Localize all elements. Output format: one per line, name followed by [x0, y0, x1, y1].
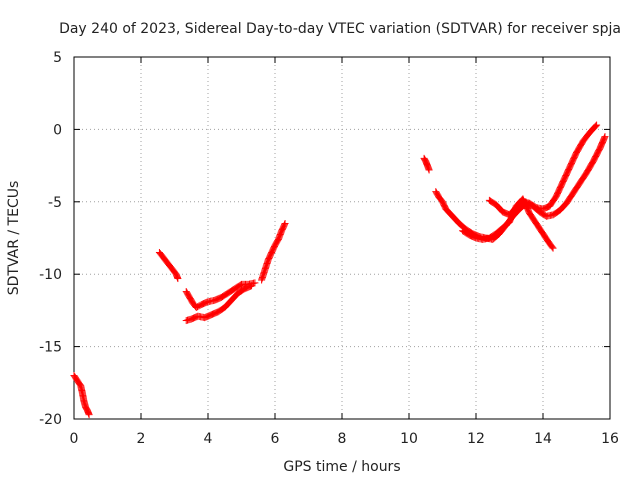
chart-title: Day 240 of 2023, Sidereal Day-to-day VTE…: [59, 21, 621, 37]
grid: [74, 57, 610, 419]
y-tick-label: -20: [39, 412, 62, 428]
data-point: [548, 243, 556, 251]
y-tick-label: 0: [53, 122, 62, 138]
data-point: [592, 122, 600, 130]
y-tick-label: 5: [53, 50, 62, 66]
data-point: [549, 244, 557, 252]
data-point: [280, 221, 288, 229]
data-point: [251, 279, 259, 287]
x-axis-label: GPS time / hours: [283, 459, 400, 475]
x-tick-label: 16: [601, 431, 619, 447]
data-point: [174, 275, 182, 283]
data-point: [248, 282, 256, 290]
x-tick-label: 12: [467, 431, 485, 447]
data-point: [593, 121, 601, 129]
x-tick-label: 14: [534, 431, 552, 447]
x-tick-label: 0: [70, 431, 79, 447]
y-axis-label: SDTVAR / TECUs: [6, 181, 22, 296]
x-tick-label: 10: [400, 431, 418, 447]
data-point: [85, 411, 93, 419]
data-point: [591, 123, 599, 131]
y-tick-label: -5: [48, 195, 62, 211]
x-tick-label: 8: [338, 431, 347, 447]
data-points: [70, 121, 609, 419]
y-tick-label: -15: [39, 340, 62, 356]
x-tick-label: 4: [204, 431, 213, 447]
data-point: [601, 133, 609, 141]
axis-ticks: 0 2 4 6 8 10 12 14 16 5 0 -5 -10 -15 -20: [39, 50, 619, 447]
data-point: [281, 220, 289, 228]
data-point: [425, 166, 433, 174]
data-point: [600, 134, 608, 142]
y-tick-label: -10: [39, 267, 62, 283]
x-tick-label: 2: [137, 431, 146, 447]
x-tick-label: 6: [271, 431, 280, 447]
